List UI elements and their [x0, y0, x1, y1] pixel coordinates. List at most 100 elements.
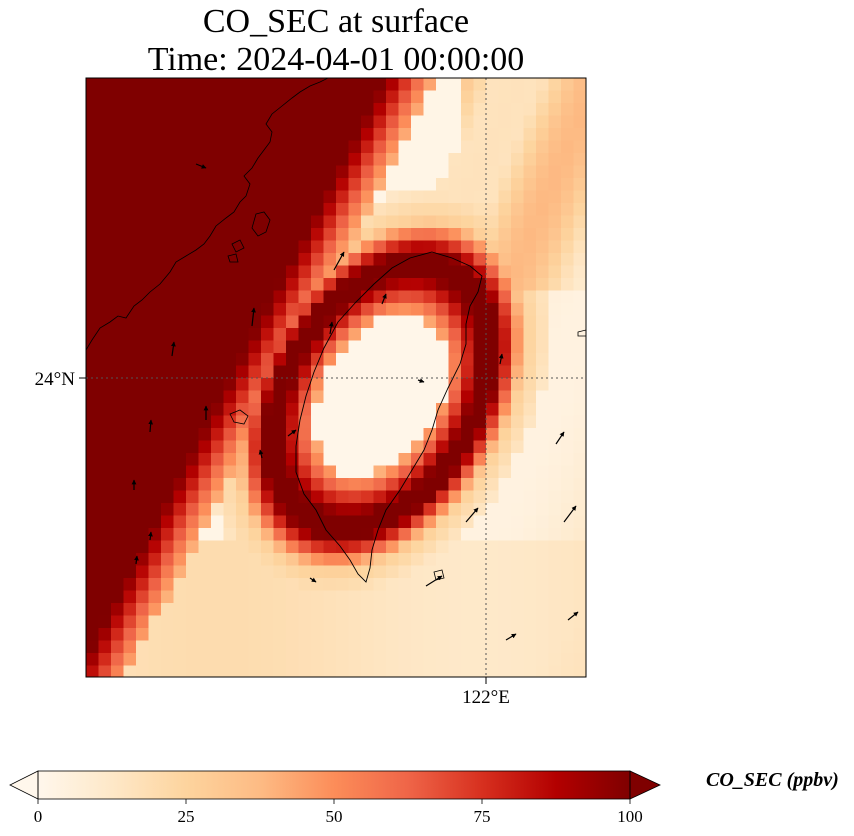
heatmap-cell: [148, 590, 162, 604]
heatmap-cell: [173, 628, 187, 641]
heatmap-cell: [286, 103, 299, 116]
heatmap-cell: [311, 90, 324, 104]
heatmap-cell: [111, 203, 124, 216]
heatmap-cell: [211, 440, 224, 454]
heatmap-cell: [136, 315, 149, 329]
heatmap-cell: [198, 140, 212, 154]
heatmap-cell: [561, 615, 574, 629]
heatmap-cell: [136, 640, 149, 654]
heatmap-cell: [123, 640, 137, 654]
heatmap-cell: [211, 653, 224, 666]
heatmap-cell: [423, 390, 437, 404]
heatmap-cell: [98, 478, 112, 491]
heatmap-cell: [298, 565, 312, 579]
heatmap-cell: [311, 240, 324, 254]
heatmap-cell: [348, 653, 362, 666]
heatmap-cell: [386, 78, 399, 91]
heatmap-cell: [248, 153, 262, 166]
heatmap-cell: [311, 103, 324, 116]
heatmap-cell: [111, 640, 124, 654]
heatmap-cell: [98, 640, 112, 654]
heatmap-cell: [173, 215, 187, 229]
heatmap-cell: [373, 403, 387, 416]
heatmap-cell: [523, 578, 537, 591]
heatmap-cell: [323, 153, 337, 166]
heatmap-cell: [361, 240, 374, 254]
heatmap-cell: [261, 303, 274, 316]
heatmap-cell: [298, 78, 312, 91]
heatmap-cell: [561, 528, 574, 541]
heatmap-cell: [548, 553, 562, 566]
heatmap-cell: [461, 153, 474, 166]
heatmap-cell: [473, 665, 487, 677]
heatmap-cell: [261, 540, 274, 554]
heatmap-cell: [273, 653, 287, 666]
heatmap-cell: [236, 453, 249, 466]
heatmap-cell: [573, 165, 586, 179]
heatmap-cell: [123, 353, 137, 366]
heatmap-cell: [436, 328, 449, 341]
heatmap-cell: [323, 253, 337, 266]
heatmap-cell: [261, 265, 274, 279]
heatmap-cell: [236, 215, 249, 229]
heatmap-cell: [398, 303, 412, 316]
heatmap-cell: [173, 315, 187, 329]
heatmap-cell: [211, 603, 224, 616]
heatmap-cell: [498, 665, 512, 677]
heatmap-cell: [111, 378, 124, 391]
heatmap-cell: [223, 290, 237, 304]
heatmap-cell: [223, 178, 237, 191]
heatmap-cell: [198, 203, 212, 216]
heatmap-cell: [386, 153, 399, 166]
heatmap-cell: [361, 153, 374, 166]
heatmap-cell: [86, 465, 99, 479]
heatmap-cell: [573, 403, 586, 416]
heatmap-cell: [573, 278, 586, 291]
heatmap-cell: [186, 78, 199, 91]
heatmap-cell: [161, 478, 174, 491]
heatmap-cell: [548, 340, 562, 354]
heatmap-cell: [248, 615, 262, 629]
heatmap-cell: [161, 603, 174, 616]
heatmap-cell: [148, 515, 162, 529]
heatmap-cell: [223, 115, 237, 129]
heatmap-cell: [136, 403, 149, 416]
heatmap-cell: [123, 628, 137, 641]
heatmap-cell: [161, 128, 174, 141]
heatmap-cell: [536, 503, 549, 516]
heatmap-cells: [86, 78, 586, 677]
heatmap-cell: [286, 440, 299, 454]
heatmap-cell: [373, 315, 387, 329]
heatmap-cell: [248, 215, 262, 229]
heatmap-cell: [536, 615, 549, 629]
heatmap-cell: [361, 90, 374, 104]
heatmap-cell: [111, 453, 124, 466]
heatmap-cell: [473, 190, 487, 204]
heatmap-cell: [536, 415, 549, 429]
heatmap-cell: [486, 653, 499, 666]
heatmap-cell: [511, 365, 524, 379]
heatmap-cell: [261, 615, 274, 629]
heatmap-cell: [373, 165, 387, 179]
heatmap-cell: [123, 465, 137, 479]
heatmap-cell: [373, 228, 387, 241]
heatmap-cell: [198, 153, 212, 166]
heatmap-cell: [86, 153, 99, 166]
heatmap-cell: [348, 203, 362, 216]
heatmap-cell: [336, 190, 349, 204]
heatmap-cell: [436, 278, 449, 291]
heatmap-cell: [486, 378, 499, 391]
heatmap-cell: [123, 253, 137, 266]
heatmap-cell: [561, 328, 574, 341]
heatmap-cell: [423, 328, 437, 341]
heatmap-cell: [286, 303, 299, 316]
heatmap-cell: [373, 115, 387, 129]
heatmap-cell: [461, 215, 474, 229]
heatmap-cell: [548, 328, 562, 341]
heatmap-cell: [86, 240, 99, 254]
heatmap-cell: [423, 540, 437, 554]
heatmap-cell: [411, 565, 424, 579]
heatmap-cell: [186, 115, 199, 129]
heatmap-cell: [136, 628, 149, 641]
heatmap-cell: [561, 478, 574, 491]
